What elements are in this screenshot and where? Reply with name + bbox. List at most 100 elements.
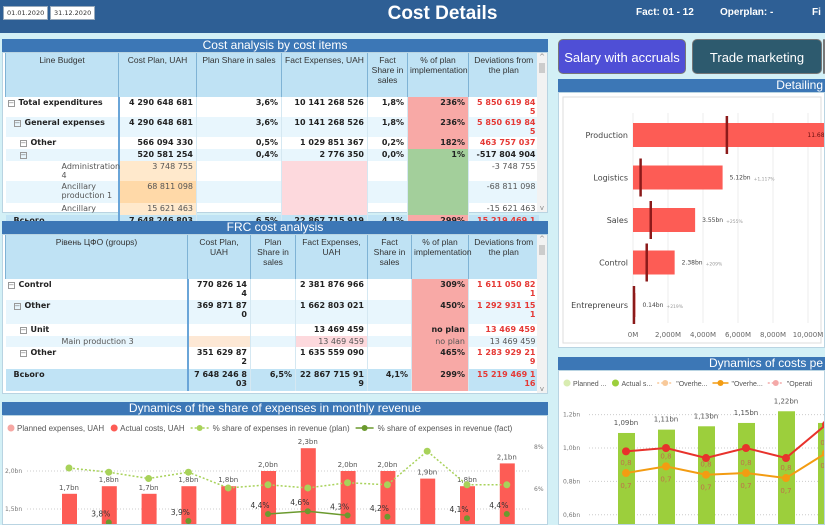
- row-label-cell: − Other: [6, 137, 119, 149]
- row-label: Unit: [30, 325, 50, 334]
- category-label: Entrepreneurs: [571, 301, 628, 310]
- collapse-icon[interactable]: −: [19, 139, 27, 147]
- x-tick-label: 4,000M: [690, 331, 716, 339]
- column-header[interactable]: Deviations from the plan: [468, 53, 539, 97]
- fact-pct-line: [267, 510, 348, 517]
- value-cell: 7 648 246 803: [186, 369, 251, 391]
- fact-pct-label: 3,8%: [91, 509, 110, 518]
- fact-pct-label: 4,3%: [330, 502, 349, 511]
- table-row[interactable]: − Total expenditures 4 290 648 681 3,6% 10 1…: [6, 97, 539, 117]
- column-header[interactable]: Line Budget: [5, 53, 119, 97]
- trade-marketing-button[interactable]: Trade marketing: [692, 39, 822, 74]
- y-tick-label: 0,6bn: [563, 512, 580, 519]
- table-row[interactable]: − Control 770 826 144 2 381 876 966 309% 1 61…: [6, 279, 539, 300]
- collapse-icon[interactable]: −: [19, 326, 27, 334]
- value-cell: [367, 203, 408, 215]
- table2-scrollbar[interactable]: ^ v: [537, 235, 547, 393]
- legend-label: % share of expenses in revenue (fact): [378, 424, 513, 433]
- collapse-icon[interactable]: −: [19, 151, 27, 159]
- collapse-icon[interactable]: −: [13, 302, 21, 310]
- row-label-cell: − General expenses: [5, 117, 119, 137]
- frc-table: Рівень ЦФО (groups) Cost Plan, UAH Plan Sh…: [5, 235, 539, 391]
- column-header[interactable]: Fact Expenses, UAH: [295, 235, 368, 279]
- bar-value-label: 1,22bn: [774, 397, 798, 405]
- legend-label: Actual costs, UAH: [120, 424, 185, 433]
- table-row[interactable]: Ancillary production 1 68 811 098 -68 811 …: [5, 181, 539, 203]
- value-label: 0.14bn: [642, 302, 663, 309]
- x-tick-label: 6,000M: [725, 331, 751, 339]
- legend-label: Planned ...: [573, 381, 607, 388]
- column-header[interactable]: % of plan implementation: [411, 235, 472, 279]
- bar-value-label: 2,1bn: [497, 453, 517, 461]
- table-row[interactable]: − 520 581 254 0,4% 2 776 350 0,0% 1% -517 804 …: [5, 149, 539, 161]
- point-label: 0,7: [700, 484, 711, 492]
- orange-line: [625, 453, 824, 480]
- value-cell: [281, 181, 368, 203]
- bar: [633, 165, 723, 190]
- table-row[interactable]: − Unit 13 469 459 no plan 13 469 459: [6, 324, 539, 336]
- date-to-input[interactable]: 31.12.2020: [50, 6, 96, 20]
- table1-scrollbar[interactable]: ^ v: [537, 53, 547, 212]
- collapse-icon[interactable]: −: [7, 281, 15, 289]
- fact-pct-point: [185, 518, 192, 524]
- point-label: 0,7: [780, 487, 791, 495]
- bar-value-label: 1,8bn: [218, 476, 238, 484]
- point-label: 0,8: [820, 439, 824, 447]
- row-label-cell: − Total expenditures: [6, 97, 119, 117]
- point-label: 0,8: [700, 461, 711, 469]
- bar: [181, 486, 197, 524]
- point-label: 0,7: [740, 482, 751, 490]
- column-header[interactable]: Plan Share in sales: [196, 53, 282, 97]
- value-cell: 6,5%: [250, 369, 296, 391]
- red-line-point: [622, 447, 630, 456]
- value-cell: [196, 203, 282, 215]
- table-row[interactable]: − General expenses 4 290 648 681 3,6% 10 141…: [5, 117, 539, 137]
- value-cell: 1 635 559 090: [295, 347, 368, 369]
- column-header[interactable]: Cost Plan, UAH: [118, 53, 197, 97]
- value-cell: 13 469 459: [468, 336, 539, 347]
- value-cell: -15 621 463: [468, 203, 539, 215]
- value-cell: [367, 336, 412, 347]
- plan-pct-point: [344, 479, 352, 487]
- column-header[interactable]: Рівень ЦФО (groups): [5, 235, 188, 279]
- table-row[interactable]: Ancillary 15 621 463 -15 621 463: [6, 203, 539, 215]
- orange-line-point: [822, 449, 824, 457]
- value-cell: [367, 181, 408, 203]
- value-cell: 1%: [407, 149, 469, 161]
- bar-value-label: 1,15bn: [734, 409, 758, 417]
- table-row[interactable]: − Other 369 871 870 1 662 803 021 450% 1 292 …: [5, 300, 539, 324]
- column-header[interactable]: Plan Share in sales: [250, 235, 296, 279]
- column-header[interactable]: Fact Share in sales: [367, 235, 412, 279]
- plan-pct-point: [184, 468, 192, 476]
- row-label-cell: Всього: [5, 369, 188, 391]
- column-header[interactable]: Cost Plan, UAH: [187, 235, 251, 279]
- column-header[interactable]: Fact Share in sales: [367, 53, 408, 97]
- bar: [62, 493, 77, 524]
- plan-pct-point: [463, 481, 471, 489]
- table-row[interactable]: − Other 566 094 330 0,5% 1 029 851 367 0,2% 18…: [6, 137, 539, 149]
- table-row[interactable]: Main production 3 13 469 459 no plan 13 469…: [5, 336, 539, 347]
- header-cut-label: Fi: [812, 7, 821, 18]
- value-cell: [186, 336, 251, 347]
- value-cell: 566 094 330: [117, 137, 197, 149]
- collapse-icon[interactable]: −: [7, 99, 15, 107]
- plan-pct-line: [68, 450, 507, 489]
- fact-pct-label: 4,2%: [370, 504, 389, 513]
- value-cell: -517 804 904: [468, 149, 539, 161]
- salary-with-accruals-button[interactable]: Salary with accruals: [558, 39, 686, 74]
- column-header[interactable]: % of plan implementation: [407, 53, 469, 97]
- date-from-input[interactable]: 01.01.2020: [3, 6, 49, 20]
- table-row[interactable]: − Other 351 629 872 1 635 559 090 465% 1 283 …: [6, 347, 539, 369]
- target-marker: [645, 243, 648, 282]
- value-cell: [250, 300, 296, 324]
- column-header[interactable]: Deviations from the plan: [468, 235, 539, 279]
- target-marker: [649, 201, 652, 239]
- share-chart: Planned expenses, UAH Actual costs, UAH % …: [5, 424, 544, 524]
- collapse-icon[interactable]: −: [19, 349, 27, 357]
- column-header[interactable]: Fact Expenses, UAH: [281, 53, 368, 97]
- value-cell: 4,1%: [367, 369, 412, 391]
- category-label: Production: [585, 131, 628, 140]
- collapse-icon[interactable]: −: [13, 119, 21, 127]
